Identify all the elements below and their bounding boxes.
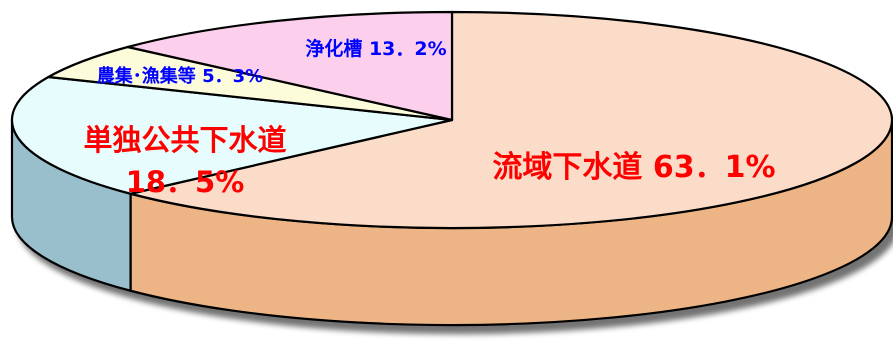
- pie-slice-0: [129, 10, 893, 230]
- pie-label-3: 浄化槽 13．2%: [305, 37, 446, 60]
- pie-label-0: 流域下水道 63．1%: [492, 150, 775, 185]
- pie-slice-2: [47, 45, 454, 122]
- pie-top: [10, 10, 893, 230]
- pie-slice-1: [10, 75, 454, 195]
- pie-label-1: 単独公共下水道 18．5%: [83, 123, 286, 199]
- pie-labels: 流域下水道 63．1% 単独公共下水道 18．5% 農集･漁集等 5．3% 浄化槽 13…: [83, 37, 775, 199]
- pie-slice-3: [126, 10, 454, 122]
- pie-label-2: 農集･漁集等 5．3%: [97, 65, 263, 87]
